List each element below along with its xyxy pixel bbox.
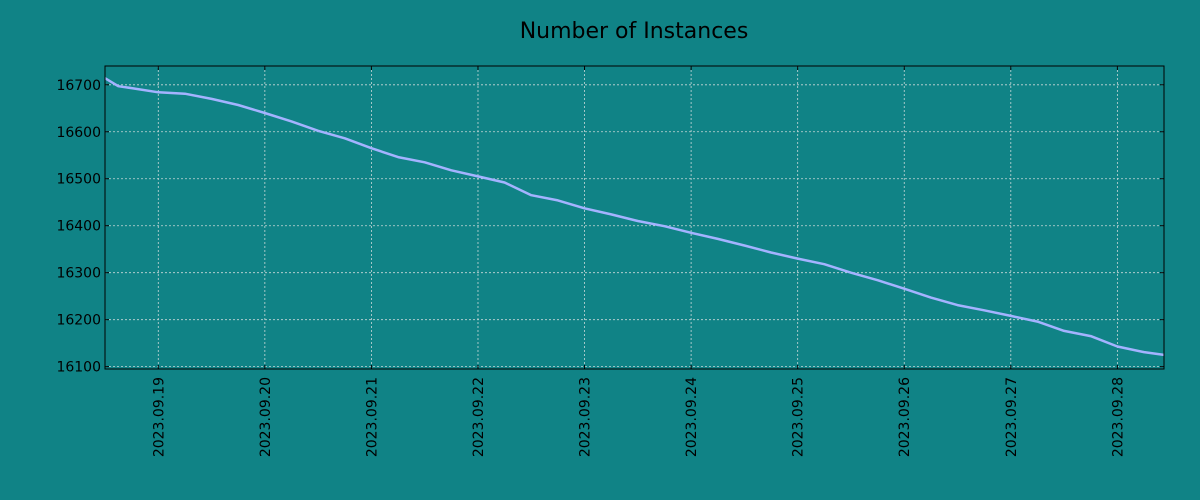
label-layer: 16100 16200 16300 16400 16500 16600 16700 2023.…: [56, 78, 1126, 457]
x-tick-label: 2023.09.27: [1004, 377, 1020, 457]
tick-layer: [105, 66, 1164, 369]
y-tick-label: 16300: [56, 266, 101, 282]
series-line: [105, 77, 1164, 357]
x-tick-label: 2023.09.25: [791, 377, 807, 457]
y-tick-label: 16100: [56, 360, 101, 376]
y-tick-label: 16500: [56, 172, 101, 188]
plot-frame: [104, 65, 1165, 370]
y-tick-label: 16600: [56, 125, 101, 141]
x-tick-label: 2023.09.19: [151, 377, 167, 457]
x-tick-label: 2023.09.20: [258, 377, 274, 457]
x-tick-label: 2023.09.24: [684, 377, 700, 457]
grid-layer: [105, 66, 1164, 369]
y-tick-label: 16700: [56, 78, 101, 94]
series-layer: [105, 77, 1164, 357]
x-tick-label: 2023.09.21: [364, 377, 380, 457]
plot-area: [105, 66, 1164, 369]
x-tick-label: 2023.09.23: [578, 377, 594, 457]
y-tick-label: 16200: [56, 313, 101, 329]
chart-title: Number of Instances: [520, 19, 749, 44]
x-tick-label: 2023.09.28: [1110, 377, 1126, 457]
x-tick-label: 2023.09.26: [897, 377, 913, 457]
x-tick-label: 2023.09.22: [471, 377, 487, 457]
y-tick-label: 16400: [56, 219, 101, 235]
